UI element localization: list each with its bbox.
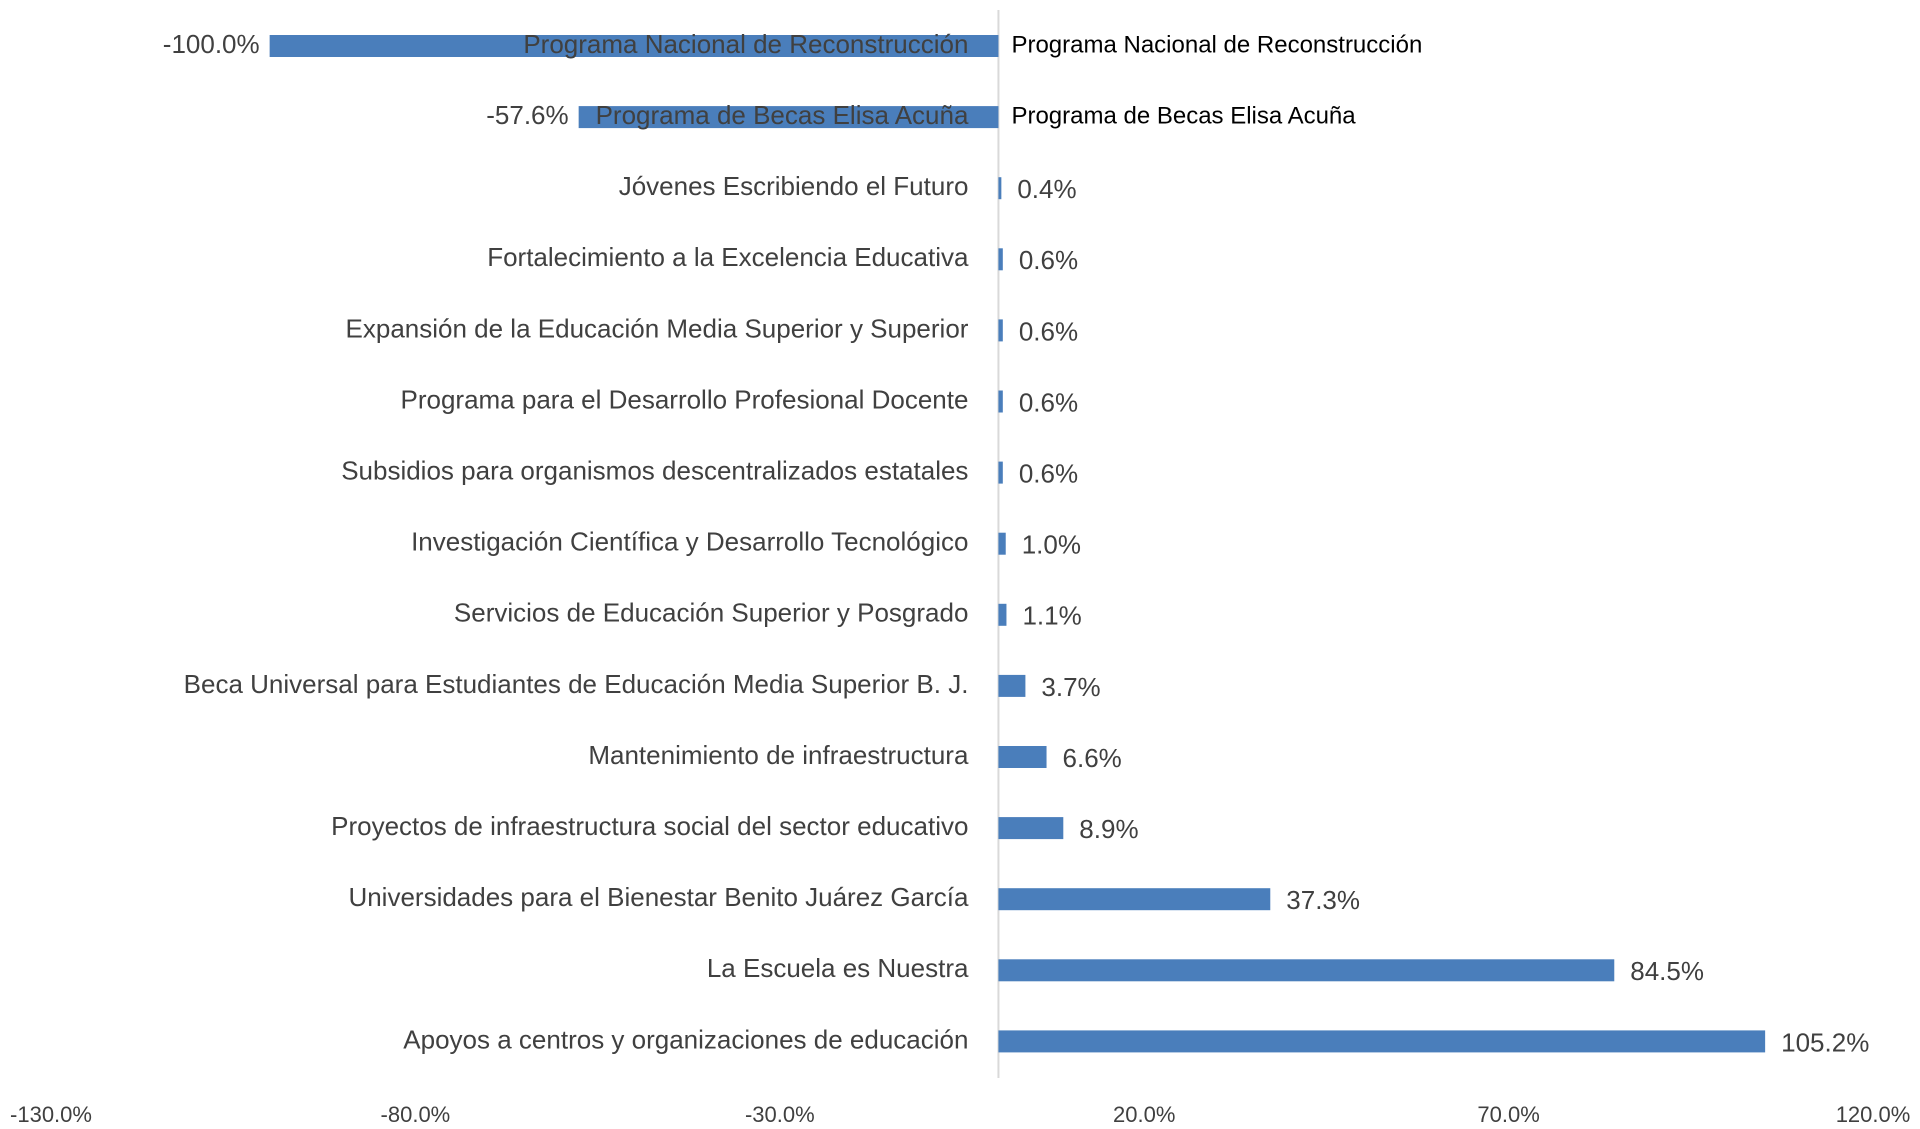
category-label: Investigación Científica y Desarrollo Te… [411,527,968,557]
value-label: 0.6% [1019,458,1078,488]
category-label: Programa para el Desarrollo Profesional … [400,384,968,414]
bar [998,888,1271,911]
value-label: -57.6% [486,100,568,130]
x-tick-label: 120.0% [1836,1102,1911,1127]
category-label: Programa de Becas Elisa Acuña [596,100,969,130]
category-label: Beca Universal para Estudiantes de Educa… [184,669,969,699]
x-tick-label: 20.0% [1113,1102,1175,1127]
category-label: Expansión de la Educación Media Superior… [346,313,969,343]
bar [269,35,999,57]
category-label-right: Programa Nacional de Reconstrucción [1011,31,1422,58]
bar [998,746,1047,768]
x-tick-label: 70.0% [1477,1102,1539,1127]
value-label: 37.3% [1286,885,1360,915]
value-label: 84.5% [1630,956,1704,986]
category-label: Servicios de Educación Superior y Posgra… [454,598,969,628]
value-label: 6.6% [1063,743,1122,773]
value-label: 0.6% [1019,245,1078,275]
category-label-right: Programa de Becas Elisa Acuña [1011,102,1356,129]
bar [998,674,1026,697]
value-label: 105.2% [1781,1027,1869,1057]
bar [998,959,1615,982]
bar [998,177,1002,200]
value-label: -100.0% [163,29,260,59]
value-label: 1.1% [1022,601,1081,631]
value-label: 0.6% [1019,387,1078,417]
bar [998,532,1006,555]
category-label: La Escuela es Nuestra [707,953,969,983]
category-label: Proyectos de infraestructura social del … [331,811,968,841]
category-label: Universidades para el Bienestar Benito J… [348,882,969,912]
category-label: Apoyos a centros y organizaciones de edu… [403,1024,968,1054]
bar [998,817,1064,840]
x-tick-label: -130.0% [10,1102,92,1127]
category-label: Jóvenes Escribiendo el Futuro [619,171,969,201]
bar [998,248,1003,271]
bar [998,603,1007,626]
bar [998,390,1003,413]
value-label: 3.7% [1041,672,1100,702]
bar [998,461,1003,484]
x-tick-label: -30.0% [745,1102,815,1127]
category-label: Fortalecimiento a la Excelencia Educativ… [487,242,969,272]
category-label: Mantenimiento de infraestructura [588,740,969,770]
value-label: 0.4% [1017,174,1076,204]
category-label: Subsidios para organismos descentralizad… [341,455,968,485]
value-label: 1.0% [1022,530,1081,560]
bar [998,1030,1766,1053]
bar [998,319,1003,342]
category-label: Programa Nacional de Reconstrucción [523,29,968,59]
value-label: 0.6% [1019,316,1078,346]
value-label: 8.9% [1079,814,1138,844]
bar [578,106,999,129]
x-tick-label: -80.0% [381,1102,451,1127]
